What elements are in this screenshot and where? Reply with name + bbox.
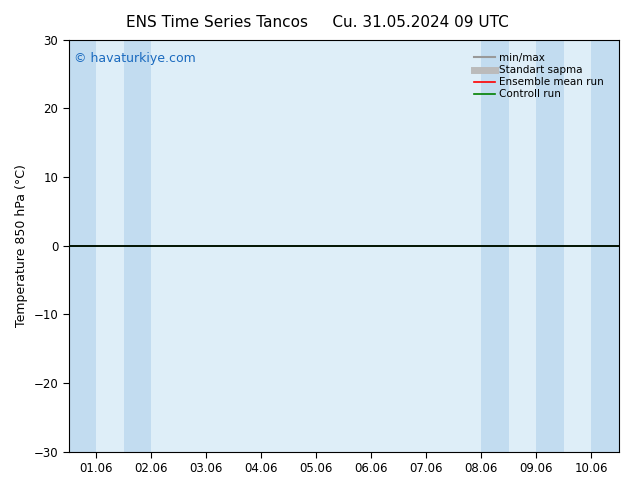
Text: ENS Time Series Tancos     Cu. 31.05.2024 09 UTC: ENS Time Series Tancos Cu. 31.05.2024 09… bbox=[126, 15, 508, 30]
Bar bbox=[124, 40, 152, 452]
Bar bbox=[536, 40, 564, 452]
Bar bbox=[68, 40, 96, 452]
Legend: min/max, Standart sapma, Ensemble mean run, Controll run: min/max, Standart sapma, Ensemble mean r… bbox=[470, 49, 608, 103]
Text: © havaturkiye.com: © havaturkiye.com bbox=[74, 52, 196, 65]
Bar bbox=[481, 40, 509, 452]
Y-axis label: Temperature 850 hPa (°C): Temperature 850 hPa (°C) bbox=[15, 164, 28, 327]
Bar bbox=[592, 40, 619, 452]
